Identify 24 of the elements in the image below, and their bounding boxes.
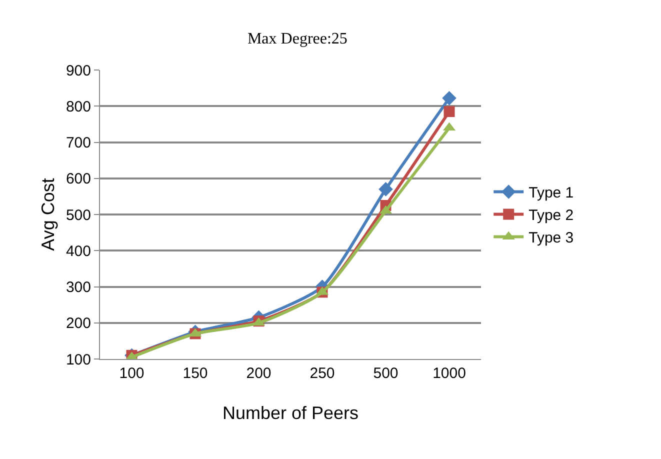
legend-label: Type 2 — [528, 207, 574, 224]
y-tick-label: 100 — [66, 351, 91, 368]
point — [442, 91, 456, 106]
x-tick-label: 500 — [373, 365, 398, 382]
y-tick-label: 600 — [66, 170, 91, 188]
x-tick-label: 150 — [182, 365, 208, 382]
x-tick-label: 100 — [119, 365, 144, 382]
y-axis-title: Avg Cost — [38, 178, 58, 251]
point — [378, 182, 393, 196]
y-tick-label: 700 — [66, 134, 91, 152]
chart-title: Max Degree:25 — [247, 30, 348, 48]
point — [444, 106, 455, 118]
x-axis-title: Number of Peers — [222, 403, 359, 424]
x-tick-label: 250 — [310, 365, 335, 382]
y-tick-label: 300 — [66, 279, 91, 296]
legend-label: Type 3 — [528, 230, 574, 247]
y-tick-label: 800 — [66, 98, 91, 116]
x-tick-label: 1000 — [432, 365, 466, 382]
y-tick-label: 400 — [66, 242, 91, 260]
y-tick-label: 500 — [66, 206, 91, 224]
y-tick-label: 900 — [66, 62, 91, 80]
y-tick-label: 200 — [66, 315, 91, 332]
legend-label: Type 1 — [528, 184, 574, 202]
x-tick-label: 200 — [246, 365, 272, 382]
